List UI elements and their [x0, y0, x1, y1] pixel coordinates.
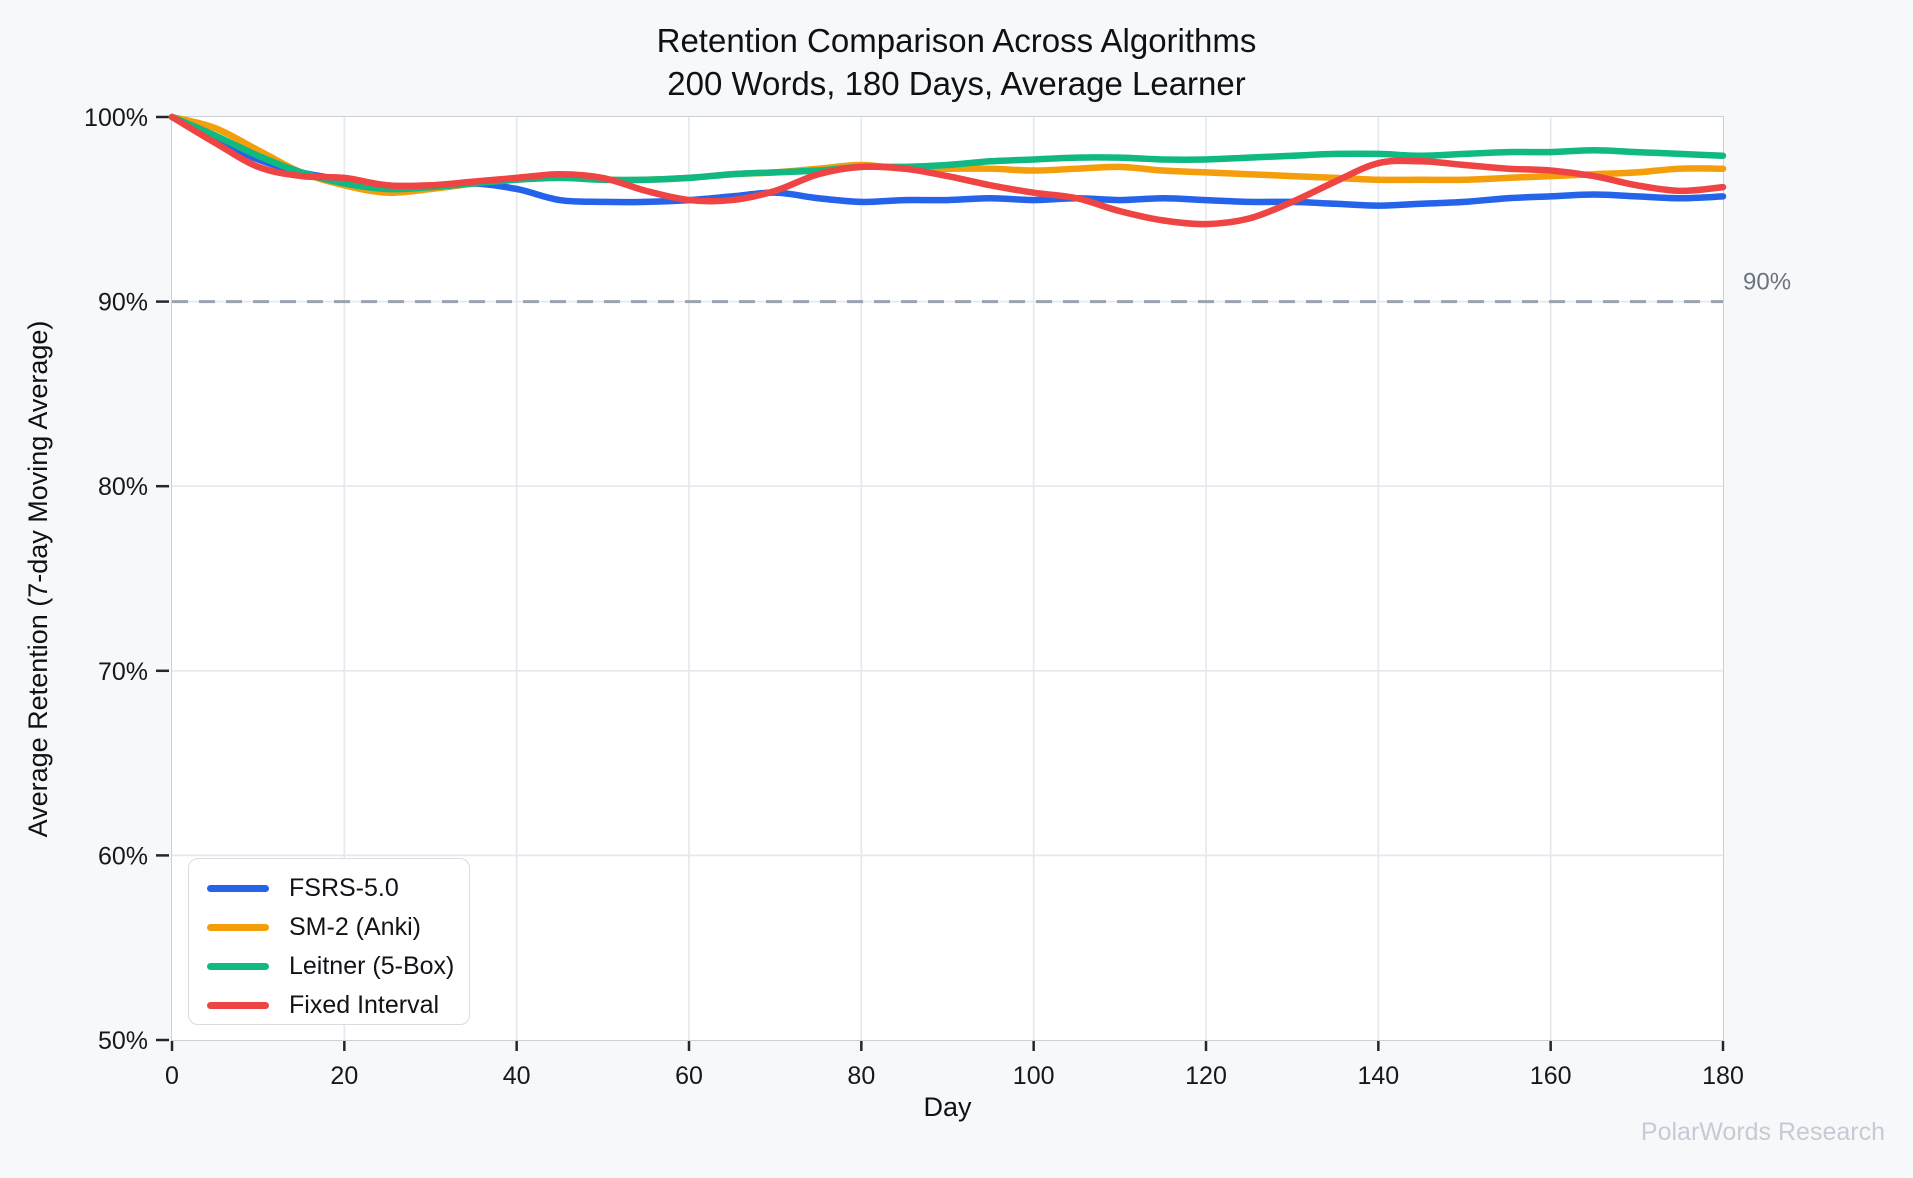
x-tick-label: 80 [847, 1062, 875, 1090]
y-tick-label: 60% [98, 842, 148, 870]
retention-chart: 0 20 40 60 80 100 120 140 160 180 50% 60% 70% 80% 90% 1… [84, 104, 1791, 1090]
legend-label: Fixed Interval [289, 991, 440, 1019]
x-tick-label: 60 [675, 1062, 703, 1090]
legend-label: FSRS-5.0 [289, 874, 399, 902]
legend-swatch [207, 924, 269, 931]
legend-item-sm-2-anki-: SM-2 (Anki) [207, 908, 469, 947]
legend-swatch [207, 885, 269, 892]
x-tick-label: 100 [1013, 1062, 1055, 1090]
chart-subtitle: 200 Words, 180 Days, Average Learner [667, 64, 1246, 102]
x-tick-label: 140 [1357, 1062, 1399, 1090]
y-tick-label: 100% [84, 104, 148, 132]
y-tick-label: 70% [98, 658, 148, 686]
plot-area: 0 20 40 60 80 100 120 140 160 180 50% 60% 70% 80% 90% 1… [84, 104, 1791, 1090]
x-axis-label: Day [923, 1092, 972, 1122]
legend: FSRS-5.0 SM-2 (Anki) Leitner (5-Box) Fixed … [188, 858, 470, 1025]
watermark: PolarWords Research [1640, 1118, 1885, 1146]
legend-item-fsrs-5-0: FSRS-5.0 [207, 869, 469, 908]
legend-item-fixed-interval: Fixed Interval [207, 986, 469, 1025]
x-tick-label: 20 [330, 1062, 358, 1090]
threshold-label: 90% [1743, 269, 1791, 296]
x-tick-label: 40 [503, 1062, 531, 1090]
x-tick-label: 160 [1530, 1062, 1572, 1090]
x-tick-label: 120 [1185, 1062, 1227, 1090]
legend-swatch [207, 1002, 269, 1009]
legend-label: Leitner (5-Box) [289, 952, 455, 980]
legend-item-leitner-5-box-: Leitner (5-Box) [207, 947, 469, 986]
y-tick-label: 90% [98, 289, 148, 317]
title-block: Retention Comparison Across Algorithms 2… [0, 20, 1913, 106]
legend-label: SM-2 (Anki) [289, 913, 421, 941]
legend-swatch [207, 963, 269, 970]
y-axis-label: Average Retention (7-day Moving Average) [23, 320, 53, 838]
y-tick-label: 80% [98, 473, 148, 501]
series-line-fixed-interval [168, 113, 1727, 228]
x-tick-label: 0 [165, 1062, 179, 1090]
y-tick-label: 50% [98, 1027, 148, 1055]
chart-title: Retention Comparison Across Algorithms [656, 22, 1257, 59]
x-tick-label: 180 [1702, 1062, 1744, 1090]
